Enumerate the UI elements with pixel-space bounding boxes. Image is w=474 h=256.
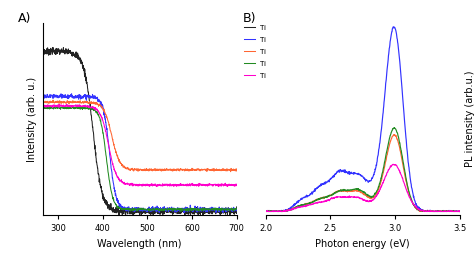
- TiO$_2$-Cu (0.5%): [61, 106, 67, 109]
- TiO$_2$ (P25): [234, 205, 239, 208]
- TiO$_2$-CuPd (0.5%): [186, 184, 192, 187]
- TiO$_2$-Pd (0.5%): [234, 169, 239, 172]
- TiO$_2$ (P25): [91, 131, 96, 134]
- TiO$_2$ (P25): [61, 51, 67, 54]
- TiO$_2$-Cu (0.5%): [91, 108, 96, 111]
- TiO$_2$-CuPd (0.5%): [208, 183, 213, 186]
- TiO$_2$-CuPd (0.5%): [91, 107, 96, 110]
- TiO$_2$ (P25): [123, 210, 129, 213]
- Line: TiO$_2$-Cu (0.5%): TiO$_2$-Cu (0.5%): [43, 106, 237, 211]
- TiO$_2$-Pd (0.5%): [50, 99, 56, 102]
- TiO$_2$-Cu (0.5%): [42, 104, 48, 107]
- TiO$_2$-Pd (0.5%): [123, 166, 128, 169]
- Legend: TiO$_2$ (P25), TiO$_2$ (rutile), TiO$_2$-Pd (0.5%), TiO$_2$-Cu (0.5%), TiO$_2$-C: TiO$_2$ (P25), TiO$_2$ (rutile), TiO$_2$…: [244, 23, 323, 81]
- TiO$_2$ (P25): [40, 47, 46, 50]
- TiO$_2$-Cu (0.5%): [40, 107, 46, 110]
- TiO$_2$-CuPd (0.5%): [64, 103, 70, 106]
- TiO$_2$-CuPd (0.5%): [61, 104, 67, 107]
- TiO$_2$-Pd (0.5%): [91, 102, 96, 105]
- TiO$_2$ (P25): [208, 209, 213, 212]
- TiO$_2$-Cu (0.5%): [186, 208, 192, 211]
- TiO$_2$-Pd (0.5%): [40, 100, 46, 103]
- TiO$_2$ (rutile): [234, 208, 239, 211]
- TiO$_2$-CuPd (0.5%): [154, 185, 159, 188]
- TiO$_2$ (P25): [123, 215, 128, 218]
- TiO$_2$-CuPd (0.5%): [234, 184, 239, 187]
- TiO$_2$ (rutile): [40, 95, 46, 98]
- TiO$_2$-Cu (0.5%): [178, 210, 184, 213]
- TiO$_2$-Cu (0.5%): [234, 207, 239, 210]
- TiO$_2$ (rutile): [178, 209, 184, 212]
- TiO$_2$-CuPd (0.5%): [123, 182, 128, 185]
- TiO$_2$-CuPd (0.5%): [178, 183, 184, 186]
- X-axis label: Photon energy (eV): Photon energy (eV): [316, 239, 410, 249]
- TiO$_2$-Pd (0.5%): [186, 168, 192, 172]
- TiO$_2$-Cu (0.5%): [123, 207, 128, 210]
- TiO$_2$-Pd (0.5%): [228, 170, 234, 173]
- TiO$_2$ (rutile): [208, 208, 213, 211]
- TiO$_2$-Cu (0.5%): [178, 208, 184, 211]
- TiO$_2$ (P25): [186, 209, 192, 212]
- X-axis label: Wavelength (nm): Wavelength (nm): [98, 239, 182, 249]
- TiO$_2$ (P25): [50, 46, 55, 49]
- Line: TiO$_2$-CuPd (0.5%): TiO$_2$-CuPd (0.5%): [43, 104, 237, 187]
- Text: A): A): [18, 12, 31, 25]
- Line: TiO$_2$ (rutile): TiO$_2$ (rutile): [43, 94, 237, 213]
- TiO$_2$ (rutile): [91, 95, 96, 98]
- TiO$_2$-CuPd (0.5%): [40, 104, 46, 107]
- TiO$_2$ (rutile): [186, 207, 192, 210]
- TiO$_2$-Pd (0.5%): [208, 168, 213, 171]
- TiO$_2$-Pd (0.5%): [178, 168, 184, 171]
- TiO$_2$-Cu (0.5%): [208, 208, 213, 211]
- TiO$_2$ (rutile): [69, 92, 74, 95]
- Text: B): B): [243, 12, 256, 25]
- TiO$_2$-Pd (0.5%): [61, 100, 67, 103]
- Line: TiO$_2$ (P25): TiO$_2$ (P25): [43, 47, 237, 216]
- TiO$_2$ (P25): [178, 211, 184, 215]
- TiO$_2$ (rutile): [123, 209, 128, 212]
- TiO$_2$ (rutile): [61, 96, 67, 99]
- Y-axis label: PL intensity (arb.u.): PL intensity (arb.u.): [465, 71, 474, 167]
- Y-axis label: Intensity (arb. u.): Intensity (arb. u.): [27, 77, 37, 162]
- TiO$_2$ (rutile): [181, 211, 187, 214]
- Line: TiO$_2$-Pd (0.5%): TiO$_2$-Pd (0.5%): [43, 100, 237, 172]
